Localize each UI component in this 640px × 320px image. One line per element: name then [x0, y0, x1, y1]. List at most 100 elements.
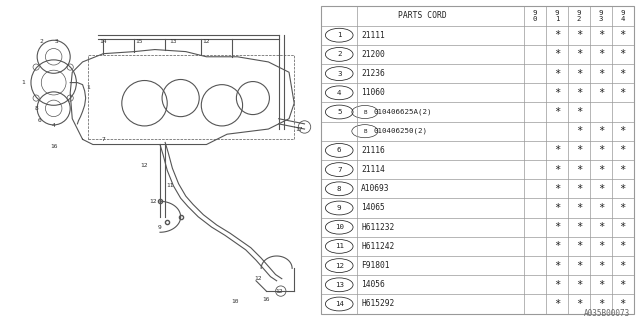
Text: 13: 13: [335, 282, 344, 288]
Text: 4: 4: [52, 124, 56, 128]
Text: 12: 12: [335, 263, 344, 268]
Text: 9
4: 9 4: [620, 10, 625, 22]
Text: 7: 7: [101, 137, 105, 142]
Text: *: *: [554, 68, 560, 79]
Text: 7: 7: [337, 167, 342, 172]
Text: *: *: [598, 184, 604, 194]
Text: 12: 12: [275, 289, 282, 293]
Text: *: *: [576, 68, 582, 79]
Text: H611242: H611242: [361, 242, 394, 251]
Text: 8: 8: [35, 106, 38, 111]
Text: *: *: [554, 184, 560, 194]
Text: 10: 10: [232, 299, 239, 304]
Bar: [321, 6, 634, 314]
Text: 9: 9: [337, 205, 342, 211]
Text: 12: 12: [149, 199, 157, 204]
Text: 12: 12: [141, 163, 148, 168]
Text: *: *: [554, 203, 560, 213]
Text: *: *: [576, 299, 582, 309]
Text: 21114: 21114: [361, 165, 385, 174]
Bar: [88, 55, 294, 139]
Text: *: *: [598, 203, 604, 213]
Text: 9
1: 9 1: [555, 10, 559, 22]
Text: *: *: [576, 164, 582, 175]
Text: *: *: [554, 107, 560, 117]
Text: *: *: [598, 49, 604, 60]
Text: *: *: [620, 68, 626, 79]
Text: 010406250(2): 010406250(2): [373, 128, 427, 134]
Text: *: *: [554, 260, 560, 271]
Text: *: *: [554, 164, 560, 175]
Text: *: *: [620, 126, 626, 136]
Text: *: *: [554, 222, 560, 232]
Text: F91801: F91801: [361, 261, 390, 270]
Text: *: *: [554, 299, 560, 309]
Text: *: *: [620, 260, 626, 271]
Text: B: B: [363, 129, 367, 134]
Text: *: *: [576, 241, 582, 252]
Text: *: *: [620, 49, 626, 60]
Text: *: *: [598, 68, 604, 79]
Text: B: B: [363, 109, 367, 115]
Text: 1: 1: [86, 85, 90, 90]
Text: *: *: [598, 126, 604, 136]
Text: 10: 10: [335, 224, 344, 230]
Text: *: *: [576, 222, 582, 232]
Text: *: *: [554, 145, 560, 156]
Text: *: *: [598, 260, 604, 271]
Text: 6: 6: [337, 148, 342, 153]
Text: 11: 11: [335, 244, 344, 249]
Text: 12: 12: [203, 39, 210, 44]
Text: PARTS CORD: PARTS CORD: [399, 12, 447, 20]
Text: *: *: [598, 280, 604, 290]
Text: *: *: [620, 222, 626, 232]
Text: 6: 6: [37, 118, 41, 123]
Text: 9
3: 9 3: [598, 10, 603, 22]
Text: *: *: [554, 241, 560, 252]
Text: 12: 12: [254, 276, 262, 281]
Text: *: *: [598, 145, 604, 156]
Text: H611232: H611232: [361, 223, 394, 232]
Text: 14065: 14065: [361, 204, 385, 212]
Text: *: *: [598, 299, 604, 309]
Text: *: *: [620, 88, 626, 98]
Text: 3: 3: [55, 39, 59, 44]
Text: 8: 8: [337, 186, 342, 192]
Text: *: *: [620, 203, 626, 213]
Text: *: *: [554, 30, 560, 40]
Text: *: *: [576, 280, 582, 290]
Text: 21116: 21116: [361, 146, 385, 155]
Text: *: *: [576, 126, 582, 136]
Text: *: *: [576, 260, 582, 271]
Text: A10693: A10693: [361, 184, 390, 193]
Text: *: *: [620, 184, 626, 194]
Text: 15: 15: [136, 39, 143, 44]
Text: 16: 16: [50, 144, 58, 149]
Text: 11: 11: [166, 183, 174, 188]
Text: 2: 2: [337, 52, 342, 57]
Text: 21111: 21111: [361, 31, 385, 40]
Text: *: *: [576, 107, 582, 117]
Text: *: *: [598, 241, 604, 252]
Text: *: *: [554, 49, 560, 60]
Text: 1: 1: [337, 32, 342, 38]
Text: 1: 1: [21, 80, 24, 85]
Text: *: *: [554, 280, 560, 290]
Text: *: *: [576, 49, 582, 60]
Text: *: *: [620, 30, 626, 40]
Text: 9
2: 9 2: [577, 10, 581, 22]
Text: 2: 2: [40, 39, 43, 44]
Text: 3: 3: [337, 71, 342, 76]
Text: 13: 13: [170, 39, 177, 44]
Text: *: *: [576, 30, 582, 40]
Text: *: *: [554, 88, 560, 98]
Text: *: *: [620, 145, 626, 156]
Text: 14: 14: [335, 301, 344, 307]
Text: *: *: [620, 299, 626, 309]
Text: *: *: [576, 203, 582, 213]
Text: H615292: H615292: [361, 300, 394, 308]
Text: A035B00073: A035B00073: [584, 309, 630, 318]
Text: *: *: [576, 145, 582, 156]
Text: *: *: [598, 30, 604, 40]
Text: *: *: [576, 184, 582, 194]
